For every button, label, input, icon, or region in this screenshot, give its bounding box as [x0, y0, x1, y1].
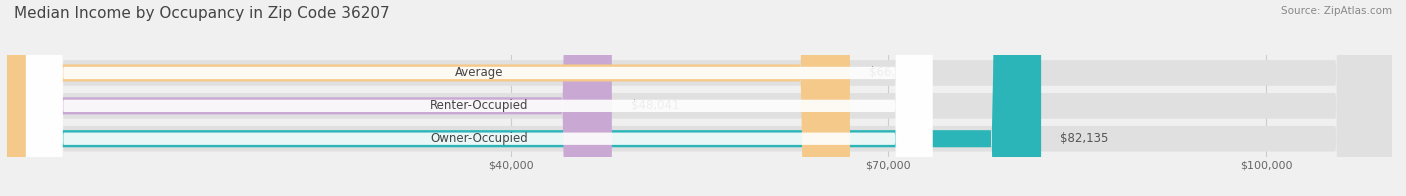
FancyBboxPatch shape [25, 0, 932, 196]
FancyBboxPatch shape [7, 0, 849, 196]
Text: Owner-Occupied: Owner-Occupied [430, 132, 529, 145]
Text: $48,041: $48,041 [631, 99, 679, 112]
Text: Average: Average [456, 66, 503, 79]
FancyBboxPatch shape [25, 0, 932, 196]
Text: $82,135: $82,135 [1060, 132, 1108, 145]
FancyBboxPatch shape [7, 0, 1040, 196]
FancyBboxPatch shape [7, 0, 1392, 196]
Text: Source: ZipAtlas.com: Source: ZipAtlas.com [1281, 6, 1392, 16]
FancyBboxPatch shape [7, 0, 1392, 196]
FancyBboxPatch shape [25, 0, 932, 196]
FancyBboxPatch shape [7, 0, 1392, 196]
FancyBboxPatch shape [7, 0, 612, 196]
Text: Renter-Occupied: Renter-Occupied [430, 99, 529, 112]
Text: $66,949: $66,949 [869, 66, 918, 79]
Text: Median Income by Occupancy in Zip Code 36207: Median Income by Occupancy in Zip Code 3… [14, 6, 389, 21]
